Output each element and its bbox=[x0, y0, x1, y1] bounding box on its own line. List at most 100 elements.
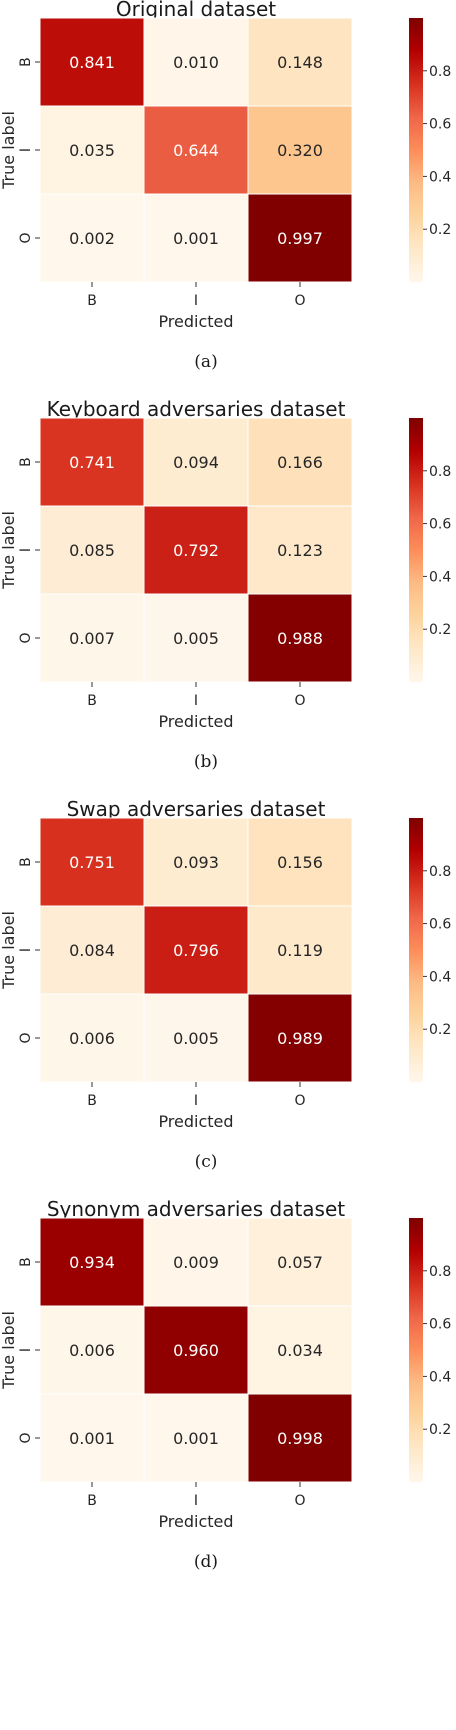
heatmap-panel-2: Keyboard adversaries dataset 0.741 0.094 0.… bbox=[0, 397, 451, 772]
cell-value-label: 0.934 bbox=[69, 1253, 115, 1272]
cell-value-label: 0.741 bbox=[69, 453, 115, 472]
cell-value-label: 0.796 bbox=[173, 941, 219, 960]
chart-title: Original dataset bbox=[116, 0, 276, 21]
cell-value-label: 0.320 bbox=[277, 141, 323, 160]
cell-value-label: 0.005 bbox=[173, 629, 219, 648]
cell-value-label: 0.792 bbox=[173, 541, 219, 560]
x-tick-label: B bbox=[87, 1093, 97, 1109]
colorbar-tick-label: 0.2 bbox=[429, 222, 451, 238]
cell-value-label: 0.009 bbox=[173, 1253, 219, 1272]
chart-title: Swap adversaries dataset bbox=[67, 797, 326, 821]
panel-caption: (c) bbox=[195, 1152, 218, 1172]
colorbar bbox=[409, 418, 423, 682]
x-axis-label: Predicted bbox=[158, 1112, 233, 1131]
colorbar-tick-label: 0.8 bbox=[429, 64, 451, 80]
x-tick-label: B bbox=[87, 1493, 97, 1509]
cell-value-label: 0.001 bbox=[173, 1429, 219, 1448]
cell-value-label: 0.644 bbox=[173, 141, 219, 160]
heatmap-cell bbox=[247, 193, 353, 283]
y-tick-label: I bbox=[18, 548, 34, 552]
cell-value-label: 0.841 bbox=[69, 53, 115, 72]
heatmap-cell bbox=[247, 593, 353, 683]
colorbar-tick-label: 0.6 bbox=[429, 917, 451, 933]
heatmap-cell bbox=[247, 417, 353, 507]
x-tick-label: I bbox=[194, 1093, 198, 1109]
x-tick-label: B bbox=[87, 693, 97, 709]
colorbar-tick-label: 0.8 bbox=[429, 464, 451, 480]
x-tick-label: O bbox=[294, 293, 305, 309]
cell-value-label: 0.002 bbox=[69, 229, 115, 248]
heatmap-cell bbox=[143, 105, 249, 195]
x-tick-label: O bbox=[294, 693, 305, 709]
x-tick-label: I bbox=[194, 1493, 198, 1509]
cell-value-label: 0.989 bbox=[277, 1029, 323, 1048]
panel-caption: (b) bbox=[194, 752, 218, 772]
chart-title: Keyboard adversaries dataset bbox=[47, 397, 346, 421]
y-axis-label: True label bbox=[0, 1311, 18, 1390]
y-tick-label: B bbox=[18, 457, 34, 467]
cell-value-label: 0.751 bbox=[69, 853, 115, 872]
y-tick-label: I bbox=[18, 1348, 34, 1352]
y-tick-label: O bbox=[18, 1032, 34, 1043]
heatmap-cell bbox=[39, 505, 145, 595]
cell-value-label: 0.084 bbox=[69, 941, 115, 960]
cell-value-label: 0.010 bbox=[173, 53, 219, 72]
cell-value-label: 0.007 bbox=[69, 629, 115, 648]
cell-value-label: 0.093 bbox=[173, 853, 219, 872]
colorbar-tick-label: 0.4 bbox=[429, 1369, 451, 1385]
heatmap-panel-3: Swap adversaries dataset 0.751 0.093 0.156 0… bbox=[0, 797, 451, 1172]
heatmap-cell bbox=[247, 17, 353, 107]
colorbar-tick-label: 0.8 bbox=[429, 864, 451, 880]
cell-value-label: 0.001 bbox=[69, 1429, 115, 1448]
y-tick-label: I bbox=[18, 148, 34, 152]
heatmap-cell bbox=[39, 193, 145, 283]
heatmap-cell bbox=[39, 593, 145, 683]
heatmap-panel-1: Original dataset 0.841 0.010 0.148 0.035 0.64… bbox=[0, 0, 451, 372]
y-axis-label: True label bbox=[0, 111, 18, 190]
cell-value-label: 0.005 bbox=[173, 1029, 219, 1048]
cell-value-label: 0.006 bbox=[69, 1341, 115, 1360]
cell-value-label: 0.001 bbox=[173, 229, 219, 248]
heatmap-cell bbox=[143, 1305, 249, 1395]
heatmap-cell bbox=[143, 505, 249, 595]
y-tick-label: B bbox=[18, 57, 34, 67]
x-tick-label: I bbox=[194, 693, 198, 709]
y-tick-label: O bbox=[18, 632, 34, 643]
heatmap-cell bbox=[39, 1305, 145, 1395]
colorbar-tick-label: 0.4 bbox=[429, 969, 451, 985]
colorbar bbox=[409, 818, 423, 1082]
colorbar-tick-label: 0.6 bbox=[429, 117, 451, 133]
x-axis-label: Predicted bbox=[158, 1512, 233, 1531]
y-tick-label: I bbox=[18, 948, 34, 952]
heatmap-cell bbox=[143, 817, 249, 907]
x-tick-label: B bbox=[87, 293, 97, 309]
cell-value-label: 0.094 bbox=[173, 453, 219, 472]
cell-value-label: 0.085 bbox=[69, 541, 115, 560]
cell-value-label: 0.988 bbox=[277, 629, 323, 648]
cell-value-label: 0.006 bbox=[69, 1029, 115, 1048]
x-tick-label: O bbox=[294, 1493, 305, 1509]
colorbar-tick-label: 0.2 bbox=[429, 1022, 451, 1038]
cell-value-label: 0.057 bbox=[277, 1253, 323, 1272]
heatmap-cell bbox=[247, 905, 353, 995]
panel-caption: (a) bbox=[194, 352, 217, 372]
cell-value-label: 0.166 bbox=[277, 453, 323, 472]
cell-value-label: 0.998 bbox=[277, 1429, 323, 1448]
colorbar-tick-label: 0.4 bbox=[429, 169, 451, 185]
heatmap-cell bbox=[247, 505, 353, 595]
colorbar-tick-label: 0.6 bbox=[429, 517, 451, 533]
cell-value-label: 0.997 bbox=[277, 229, 323, 248]
cell-value-label: 0.035 bbox=[69, 141, 115, 160]
colorbar-tick-label: 0.2 bbox=[429, 1422, 451, 1438]
cell-value-label: 0.960 bbox=[173, 1341, 219, 1360]
y-tick-label: O bbox=[18, 232, 34, 243]
y-tick-label: B bbox=[18, 857, 34, 867]
chart-title: Synonym adversaries dataset bbox=[47, 1197, 345, 1221]
heatmap-cell bbox=[143, 905, 249, 995]
heatmap-cell bbox=[247, 1305, 353, 1395]
cell-value-label: 0.156 bbox=[277, 853, 323, 872]
heatmap-cell bbox=[143, 193, 249, 283]
colorbar-tick-label: 0.4 bbox=[429, 569, 451, 585]
y-axis-label: True label bbox=[0, 511, 18, 590]
